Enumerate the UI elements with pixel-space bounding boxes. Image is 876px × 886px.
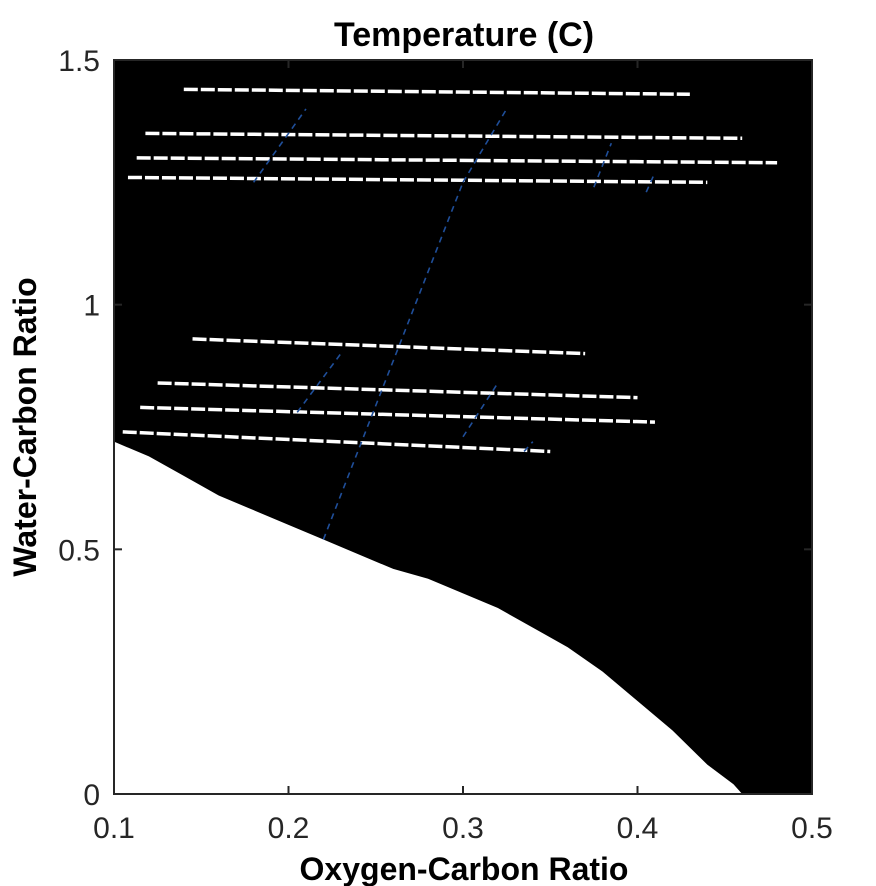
plot-area [113,59,813,795]
x-tick-label-2: 0.3 [442,812,484,845]
y-tick-label-1: 0.5 [58,534,100,567]
contour-band-6 [140,405,655,424]
contour-line-6 [523,441,534,452]
contour-band-2 [136,156,778,165]
y-axis: 0 0.5 1 1.5 [58,45,812,812]
chart-title: Temperature (C) [334,16,594,54]
contour-line-0 [252,108,307,183]
contour-line-7 [322,182,464,540]
x-axis-title: Oxygen-Carbon Ratio [300,851,629,886]
contour-band-5 [157,381,638,400]
contour-band-0 [183,87,690,97]
x-axis: 0.1 0.2 0.3 0.4 0.5 [93,60,833,845]
x-tick-label-4: 0.5 [791,812,833,845]
x-tick-label-1: 0.2 [268,812,310,845]
contour-line-4 [296,353,342,413]
contour-band-4 [192,337,586,356]
contour-band-3 [127,175,708,185]
y-tick-label-2: 1 [83,290,100,323]
y-tick-label-0: 0 [83,779,100,812]
y-tick-label-3: 1.5 [58,45,100,78]
contour-band-7 [122,430,551,454]
contour-line-1 [462,108,508,183]
contour-line-2 [593,142,613,188]
contour-line-3 [645,172,656,193]
x-tick-label-0: 0.1 [93,812,135,845]
x-tick-label-3: 0.4 [617,812,659,845]
contour-band-1 [145,131,743,141]
filled-region [114,60,812,794]
y-axis-title: Water-Carbon Ratio [7,277,43,576]
